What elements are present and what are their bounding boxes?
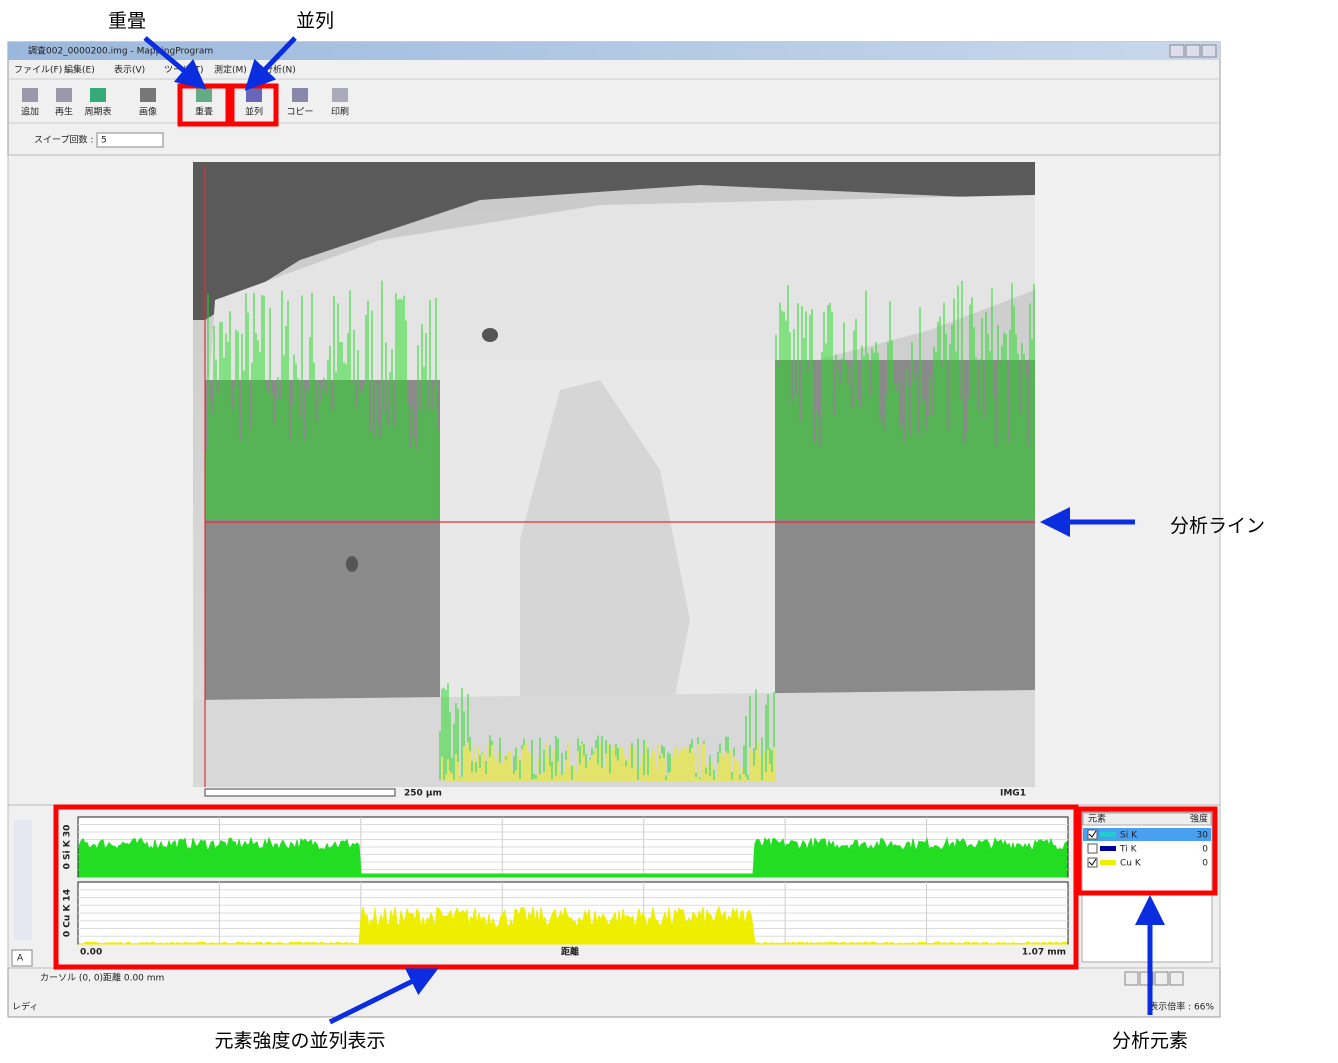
tool-icon[interactable] [56, 88, 72, 102]
swatch [1100, 860, 1116, 865]
sweep-value: 5 [101, 136, 107, 146]
annotation: 分析元素 [1112, 1030, 1188, 1052]
annotation: 並列 [296, 10, 334, 32]
scale-label: 250 µm [404, 789, 442, 799]
sem-image [193, 162, 1035, 787]
side-icons[interactable]: A [11, 820, 33, 967]
image-name: IMG1 [1000, 789, 1026, 799]
annotation: 分析ライン [1170, 515, 1265, 537]
checkbox[interactable] [1087, 857, 1098, 868]
tool-icon[interactable] [292, 88, 308, 102]
x-label: 距離 [561, 946, 579, 958]
tool-icon[interactable] [90, 88, 106, 102]
tool-label[interactable]: 印刷 [331, 106, 349, 118]
profile-trace [78, 836, 1068, 878]
svg-text:A: A [17, 954, 24, 964]
x-start: 0.00 [80, 948, 102, 958]
element-name: Cu K [1120, 859, 1142, 869]
element-value: 0 [1202, 845, 1208, 855]
highlights [53, 83, 1218, 970]
channel-label: 0 Cu K 14 [63, 889, 73, 937]
tool-label[interactable]: 再生 [55, 106, 73, 118]
overlay-trace [439, 742, 775, 782]
element-value: 0 [1202, 859, 1208, 869]
element-name: Si K [1120, 831, 1138, 841]
menu-item[interactable]: ファイル(F) [14, 66, 62, 76]
tool-icon[interactable] [22, 88, 38, 102]
window-buttons[interactable] [1169, 44, 1217, 58]
tool-label[interactable]: コピー [286, 107, 313, 118]
x-end: 1.07 mm [1022, 948, 1066, 958]
selected-row [1083, 828, 1211, 841]
tool-icon[interactable] [246, 88, 262, 102]
profile-trace [78, 905, 1068, 945]
tool-label[interactable]: 周期表 [84, 106, 111, 118]
title-bar [8, 42, 1220, 60]
annotation: 重畳 [108, 10, 146, 32]
tool-label[interactable]: 重畳 [195, 106, 213, 118]
menu-item[interactable]: 測定(M) [214, 64, 247, 76]
distance-status: 距離 0.00 mm [103, 972, 164, 984]
channel-label: 0 Si K 30 [63, 825, 73, 870]
swatch [1100, 832, 1116, 837]
tool-icon[interactable] [140, 88, 156, 102]
sweep-select[interactable] [96, 132, 164, 148]
scale-bar [204, 788, 396, 797]
tool-icon[interactable] [196, 88, 212, 102]
tool-label[interactable]: 画像 [139, 106, 157, 118]
window-title: 調査002_0000200.img - MappingProgram [28, 45, 213, 57]
tool-icon[interactable] [332, 88, 348, 102]
header-cell: 元素 [1088, 813, 1106, 825]
tool-label[interactable]: 並列 [245, 106, 263, 118]
check [1088, 858, 1097, 866]
element-value: 30 [1197, 831, 1209, 841]
swatch [1100, 846, 1116, 851]
annotation: 元素強度の並列表示 [214, 1030, 385, 1052]
zoom-status: 表示倍率 : 66% [1149, 1001, 1214, 1013]
arrows [143, 36, 1165, 1025]
sweep-label: スイープ回数 : [34, 134, 93, 146]
menu-item[interactable]: 表示(V) [114, 64, 145, 76]
header-cell: 強度 [1190, 813, 1208, 825]
ready-status: レディ [12, 1001, 38, 1013]
checkbox[interactable] [1087, 829, 1098, 840]
table-header [1082, 812, 1212, 826]
tool-label[interactable]: 追加 [21, 106, 39, 118]
check [1088, 830, 1097, 838]
checkbox[interactable] [1087, 843, 1098, 854]
cursor-status: カーソル (0, 0) [40, 973, 103, 984]
element-name: Ti K [1119, 845, 1138, 855]
menu-item[interactable]: 編集(E) [64, 64, 95, 76]
